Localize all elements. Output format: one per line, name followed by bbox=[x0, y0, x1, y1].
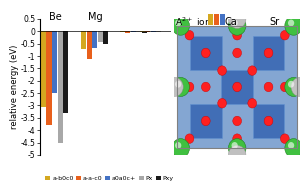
Circle shape bbox=[175, 20, 181, 26]
Bar bbox=[41, 31, 46, 108]
Circle shape bbox=[175, 81, 181, 88]
Bar bbox=[151, 31, 156, 32]
Text: Mg: Mg bbox=[88, 12, 103, 22]
Bar bbox=[92, 31, 97, 48]
Text: Ca: Ca bbox=[225, 17, 237, 26]
Bar bbox=[142, 31, 147, 33]
Circle shape bbox=[185, 82, 194, 92]
Circle shape bbox=[285, 16, 302, 35]
Circle shape bbox=[248, 66, 257, 75]
Text: Be: Be bbox=[49, 12, 62, 22]
Circle shape bbox=[248, 98, 257, 108]
Circle shape bbox=[232, 142, 238, 149]
Circle shape bbox=[185, 30, 194, 40]
Circle shape bbox=[264, 82, 273, 92]
Circle shape bbox=[233, 82, 241, 92]
Bar bbox=[125, 31, 130, 33]
Circle shape bbox=[233, 30, 241, 40]
Bar bbox=[98, 31, 103, 42]
Circle shape bbox=[201, 48, 210, 58]
Circle shape bbox=[201, 82, 210, 92]
Circle shape bbox=[285, 77, 302, 96]
Text: Sr: Sr bbox=[269, 17, 279, 26]
Bar bbox=[58, 31, 63, 143]
Circle shape bbox=[228, 9, 246, 28]
Circle shape bbox=[264, 48, 273, 58]
Circle shape bbox=[218, 98, 226, 108]
Bar bbox=[47, 31, 51, 125]
Circle shape bbox=[228, 146, 246, 164]
Bar bbox=[120, 31, 125, 32]
Circle shape bbox=[172, 77, 189, 96]
Circle shape bbox=[218, 66, 226, 75]
Bar bbox=[156, 31, 161, 32]
Bar bbox=[145, 31, 150, 32]
Bar bbox=[140, 31, 145, 32]
Bar bbox=[131, 31, 136, 32]
Circle shape bbox=[175, 142, 181, 149]
Circle shape bbox=[280, 82, 289, 92]
Circle shape bbox=[288, 20, 294, 26]
Circle shape bbox=[264, 116, 273, 126]
Circle shape bbox=[232, 20, 238, 26]
Circle shape bbox=[228, 139, 246, 158]
Circle shape bbox=[285, 139, 302, 158]
Circle shape bbox=[233, 116, 241, 126]
Bar bbox=[220, 14, 225, 25]
Bar bbox=[136, 31, 142, 32]
Y-axis label: relative energy (eV): relative energy (eV) bbox=[10, 45, 19, 129]
Circle shape bbox=[166, 77, 183, 96]
Bar bbox=[81, 31, 86, 49]
Circle shape bbox=[172, 139, 189, 158]
Circle shape bbox=[233, 134, 241, 143]
Circle shape bbox=[288, 142, 294, 149]
Text: A$^{2+}$ ion: A$^{2+}$ ion bbox=[175, 15, 211, 28]
Circle shape bbox=[201, 116, 210, 126]
Circle shape bbox=[291, 77, 306, 96]
Bar bbox=[208, 14, 213, 25]
Bar bbox=[214, 14, 219, 25]
Circle shape bbox=[288, 81, 294, 88]
Bar bbox=[63, 31, 68, 113]
Circle shape bbox=[233, 48, 241, 58]
Circle shape bbox=[280, 30, 289, 40]
Legend: a-b0c0, a-a-c0, a0a0c+, Px, Pxy: a-b0c0, a-a-c0, a0a0c+, Px, Pxy bbox=[43, 174, 176, 184]
Bar bbox=[103, 31, 108, 44]
Circle shape bbox=[280, 134, 289, 143]
Bar bbox=[87, 31, 92, 59]
Circle shape bbox=[185, 134, 194, 143]
Bar bbox=[52, 31, 57, 93]
Circle shape bbox=[228, 16, 246, 35]
Circle shape bbox=[172, 16, 189, 35]
